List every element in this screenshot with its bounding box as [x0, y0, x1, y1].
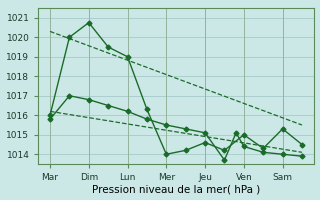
X-axis label: Pression niveau de la mer( hPa ): Pression niveau de la mer( hPa )	[92, 185, 260, 195]
